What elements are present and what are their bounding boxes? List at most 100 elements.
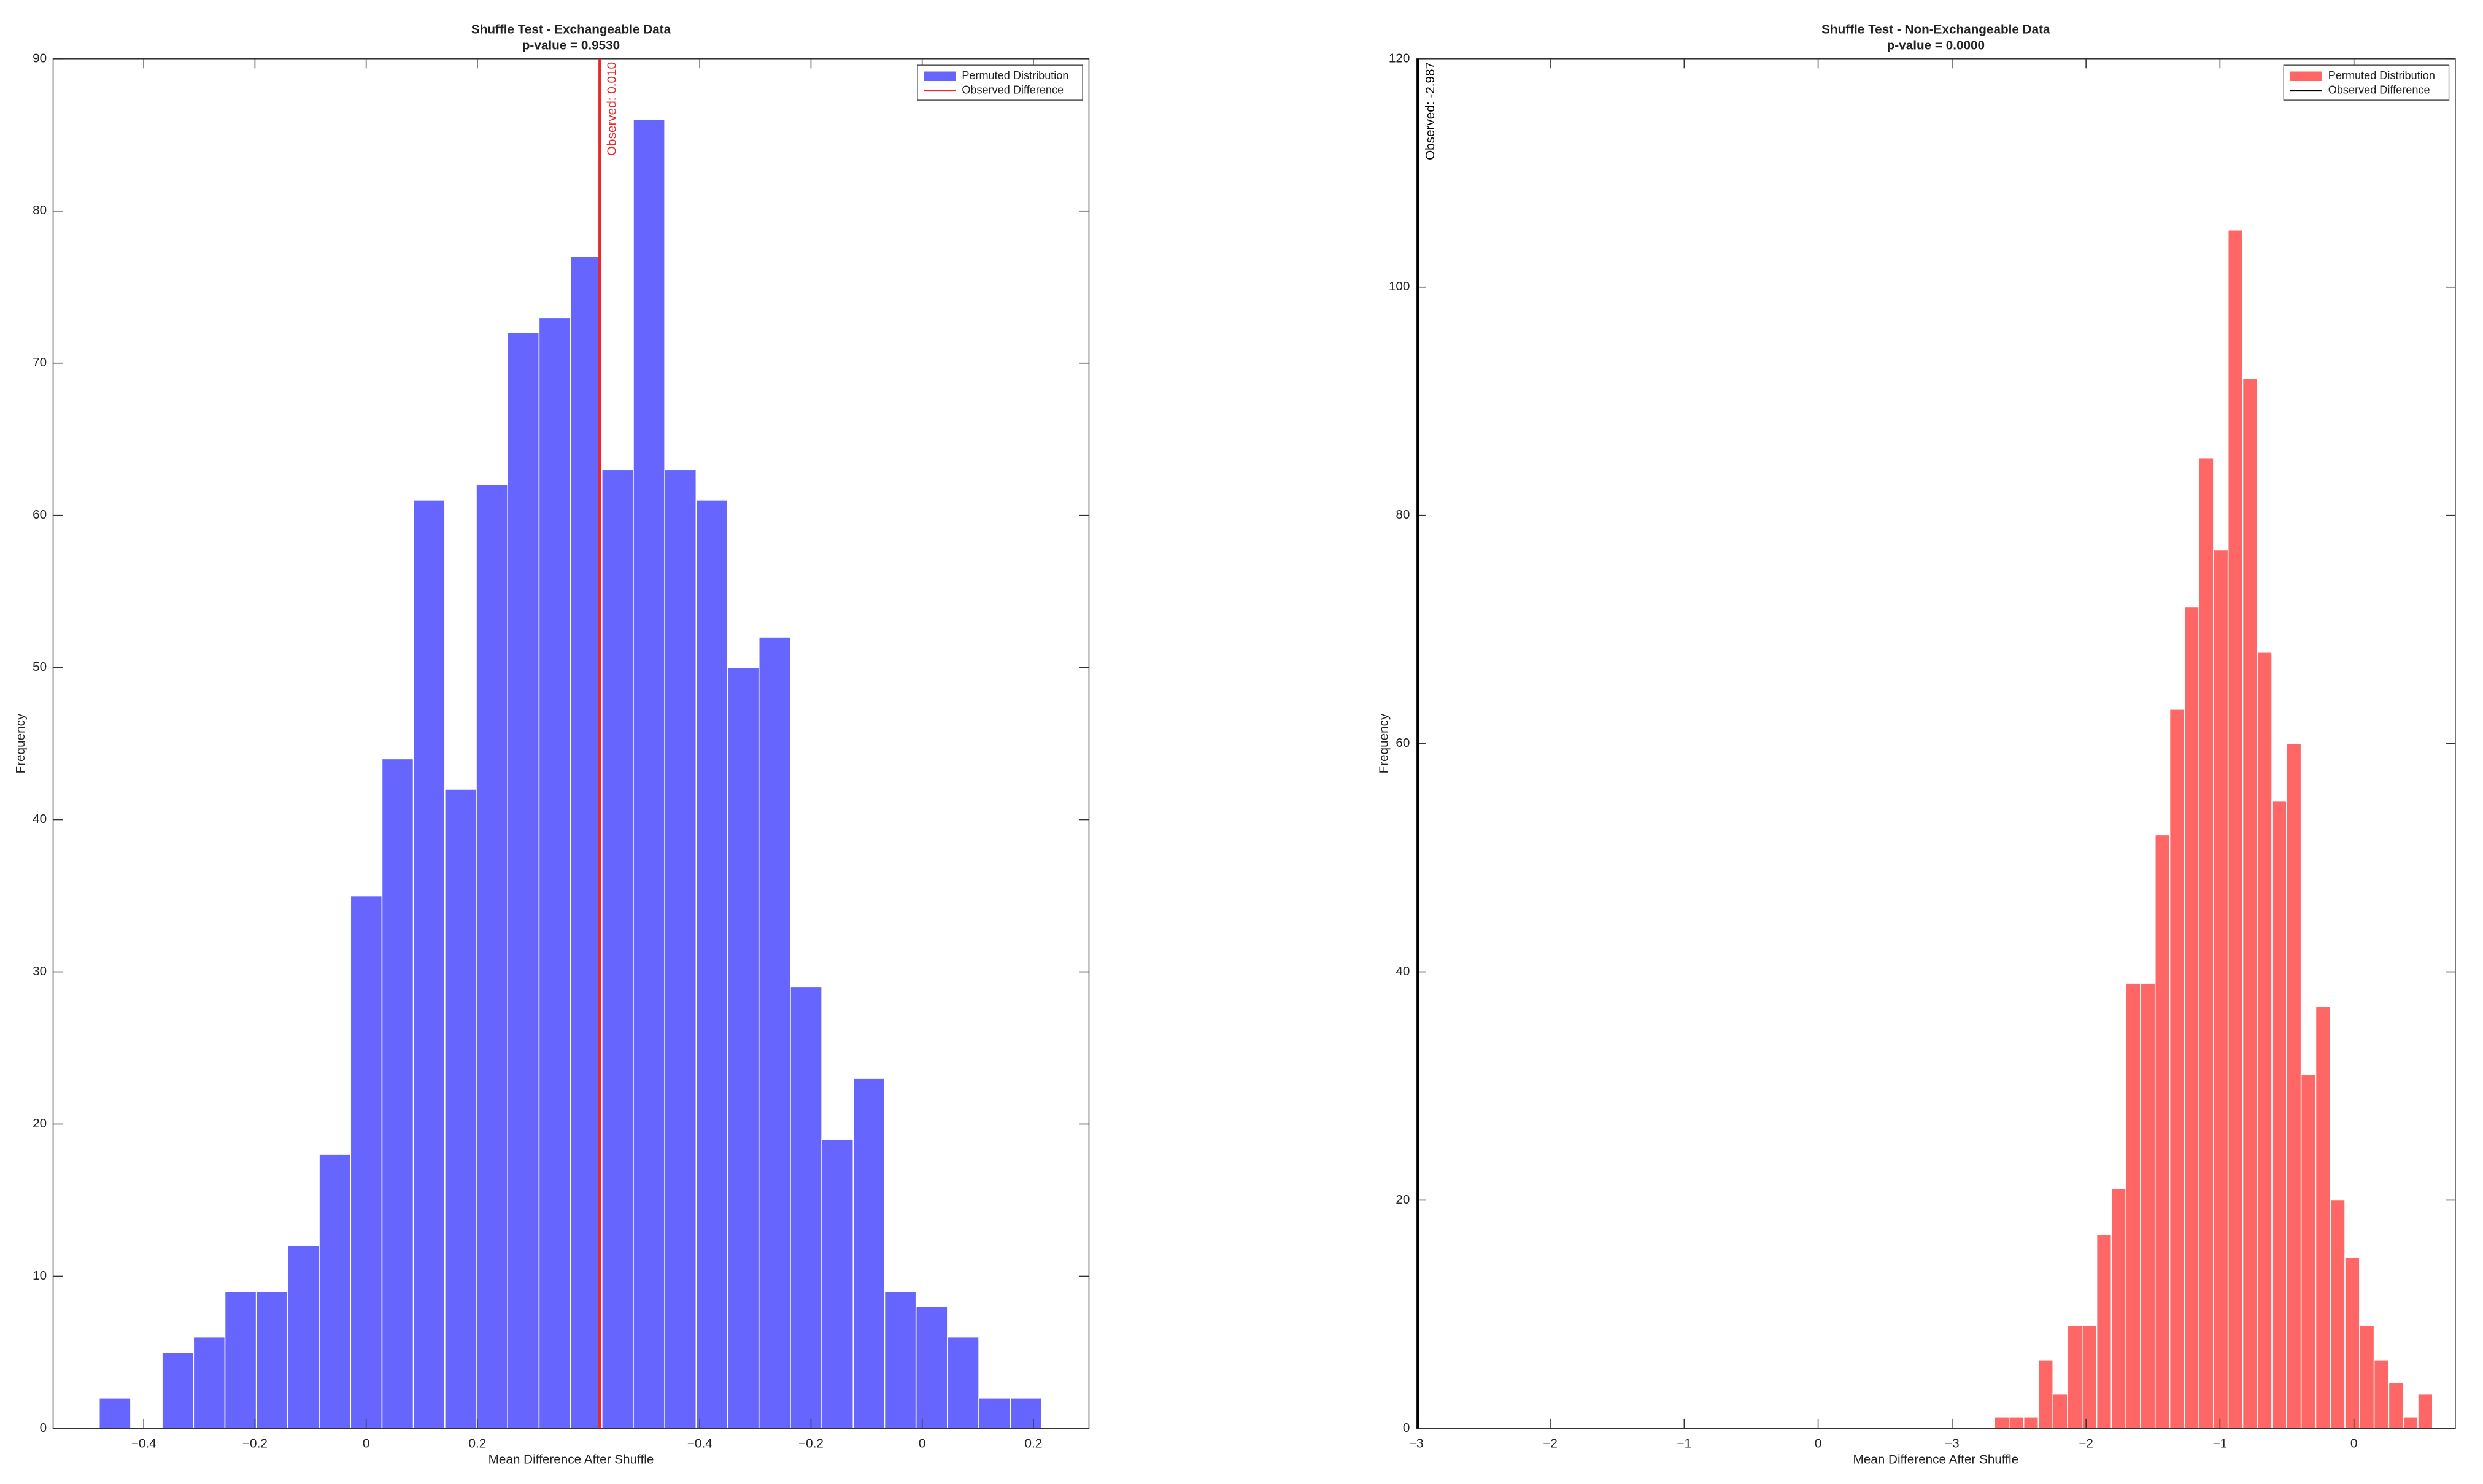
y-tick-label: 60 <box>33 508 47 522</box>
x-tick-label: 0 <box>919 1437 926 1451</box>
bar <box>570 256 603 1429</box>
bar <box>2417 1393 2433 1429</box>
bar <box>915 1306 948 1429</box>
y-tick-label: 10 <box>33 1269 47 1283</box>
bar <box>2213 549 2229 1429</box>
bar <box>601 469 634 1429</box>
bar <box>2403 1416 2419 1429</box>
legend-label: Observed Difference <box>962 83 1064 96</box>
bar <box>2140 983 2156 1429</box>
bar <box>224 1291 257 1429</box>
y-axis-label: Frequency <box>1377 713 1391 773</box>
legend-swatch <box>924 71 956 82</box>
bar <box>444 789 477 1429</box>
x-axis-label: Mean Difference After Shuffle <box>488 1453 654 1467</box>
bar <box>2344 1256 2360 1429</box>
chart-title: Shuffle Test - Non-Exchangeable Data <box>1821 23 2050 37</box>
y-tick-label: 0 <box>1403 1421 1410 1435</box>
x-tick-label: −3 <box>1409 1437 1424 1451</box>
bar <box>98 1397 131 1429</box>
y-tick-label: 100 <box>1389 279 1410 293</box>
bar <box>2315 1005 2331 1429</box>
x-tick-label: 0 <box>363 1437 370 1451</box>
observed-label: Observed: -2.987 <box>1423 62 1437 160</box>
bar <box>255 1291 288 1429</box>
observed-label: Observed: 0.010 <box>604 62 619 156</box>
bar <box>381 758 414 1429</box>
bar <box>2242 377 2258 1429</box>
legend-label: Observed Difference <box>2328 83 2430 96</box>
bar <box>319 1154 352 1429</box>
y-tick-label: 120 <box>1389 51 1410 65</box>
bar <box>790 986 822 1429</box>
x-tick-label: −0.2 <box>798 1437 824 1451</box>
y-tick-label: 50 <box>33 660 47 674</box>
y-tick-label: 40 <box>33 812 47 826</box>
chart-subtitle: p-value = 0.9530 <box>522 39 620 53</box>
bar <box>2023 1416 2039 1429</box>
y-tick-label: 30 <box>33 964 47 978</box>
y-tick-label: 20 <box>1396 1192 1410 1207</box>
legend-box <box>917 64 1083 101</box>
x-tick-label: −0.4 <box>131 1437 156 1451</box>
y-axis-label: Frequency <box>14 713 28 773</box>
legend-label: Permuted Distribution <box>2328 69 2435 82</box>
bar <box>2373 1359 2390 1429</box>
bar <box>538 317 571 1429</box>
bar <box>287 1245 320 1429</box>
bar <box>2330 1199 2346 1429</box>
x-tick-label: −0.2 <box>242 1437 268 1451</box>
bar <box>2286 743 2302 1429</box>
x-axis-label: Mean Difference After Shuffle <box>1853 1453 2018 1467</box>
chart-subtitle: p-value = 0.0000 <box>1887 39 1985 53</box>
x-tick-label: −2 <box>2079 1437 2093 1451</box>
x-tick-label: 0 <box>1815 1437 1822 1451</box>
bar <box>350 895 383 1429</box>
bar <box>476 484 508 1429</box>
bar <box>633 119 665 1429</box>
bar <box>2067 1325 2083 1429</box>
bar <box>2096 1234 2112 1429</box>
x-tick-label: −0.4 <box>687 1437 712 1451</box>
bar <box>727 667 760 1429</box>
x-tick-label: 0 <box>2350 1437 2358 1451</box>
x-tick-label: −3 <box>1945 1437 1960 1451</box>
x-tick-label: −2 <box>1543 1437 1558 1451</box>
bar <box>507 332 540 1429</box>
bar <box>695 500 728 1429</box>
bar <box>2184 606 2199 1429</box>
axes-box <box>52 58 1090 1429</box>
bar <box>2227 229 2244 1429</box>
legend-swatch <box>2290 71 2322 82</box>
bar <box>2125 983 2141 1429</box>
bar <box>2300 1074 2317 1429</box>
chart-title: Shuffle Test - Exchangeable Data <box>471 23 671 37</box>
x-tick-label: −1 <box>2213 1437 2228 1451</box>
x-tick-label: 0.2 <box>468 1437 486 1451</box>
bar <box>2009 1416 2025 1429</box>
y-tick-label: 60 <box>1396 736 1410 750</box>
bar <box>193 1336 226 1429</box>
y-tick-label: 70 <box>33 355 47 369</box>
y-tick-label: 0 <box>40 1421 47 1435</box>
bar <box>2169 709 2185 1429</box>
bar <box>664 469 697 1429</box>
x-tick-label: −1 <box>1677 1437 1692 1451</box>
bar <box>2198 457 2214 1429</box>
bar <box>2271 800 2287 1429</box>
bar <box>1010 1397 1043 1429</box>
bar <box>978 1397 1011 1429</box>
bar <box>2052 1393 2068 1429</box>
y-tick-label: 90 <box>33 51 47 65</box>
bar <box>821 1138 854 1429</box>
bar <box>2388 1382 2404 1429</box>
y-tick-label: 80 <box>33 203 47 217</box>
bar <box>161 1351 195 1429</box>
bar <box>884 1291 917 1429</box>
bar <box>852 1078 886 1429</box>
bar <box>2154 834 2171 1429</box>
y-tick-label: 80 <box>1396 508 1410 522</box>
legend-box <box>2283 64 2450 101</box>
bar <box>412 500 446 1429</box>
